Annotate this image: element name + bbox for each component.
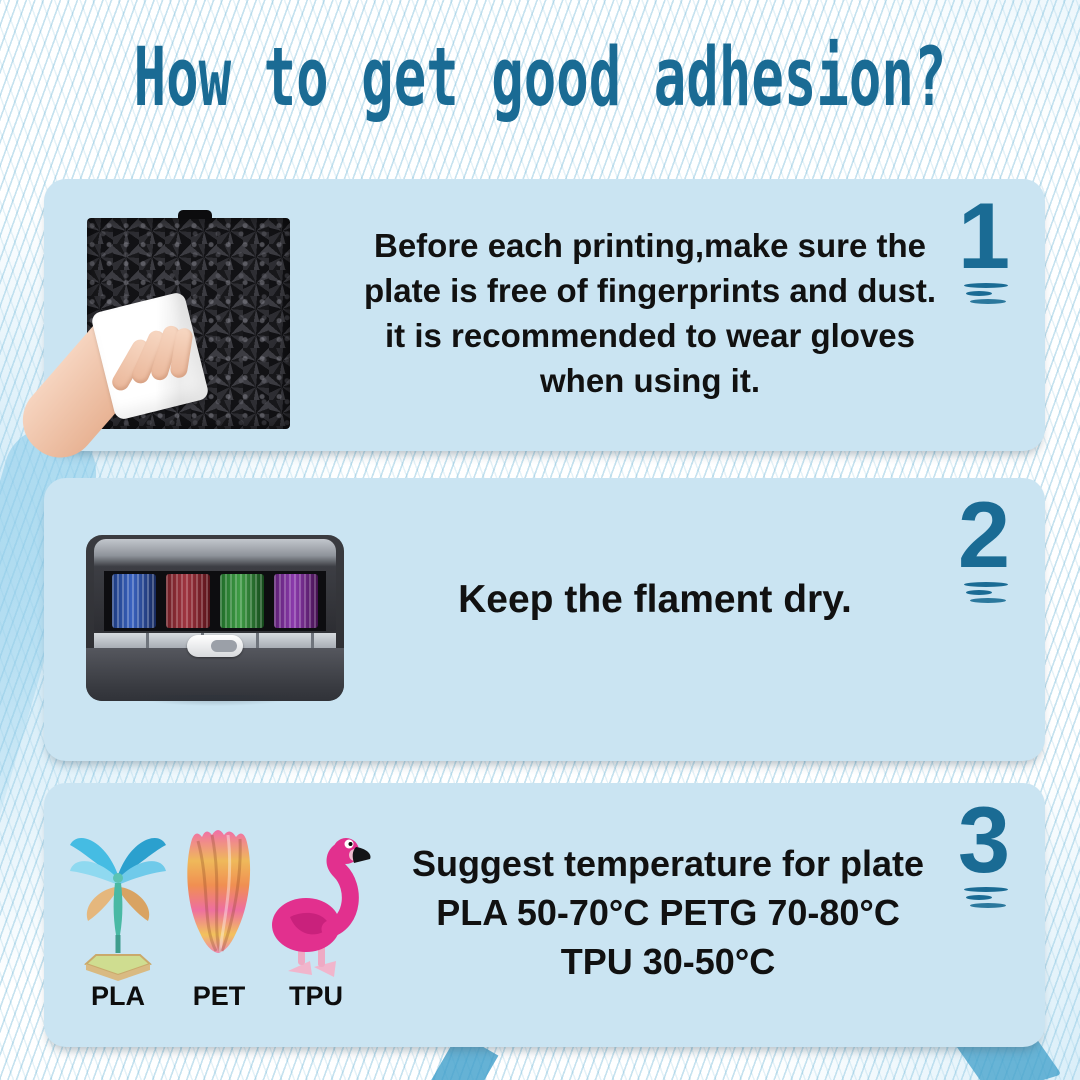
tpu-flamingo-model xyxy=(272,838,371,977)
material-label-tpu: TPU xyxy=(289,981,343,1011)
step-card-3: PLA PET TPU Suggest temperature for plat… xyxy=(44,783,1045,1047)
filament-spool-blue xyxy=(112,574,156,628)
filament-spool-red xyxy=(166,574,210,628)
step-2-text: Keep the flament dry. xyxy=(458,578,852,621)
filament-spool-green xyxy=(220,574,264,628)
step-2-number-badge: 2 xyxy=(939,482,1029,603)
water-ripple-decoration xyxy=(939,283,1029,304)
filament-dryer-image xyxy=(86,535,344,711)
step-number: 3 xyxy=(957,787,1011,892)
build-plate-tab xyxy=(178,210,212,219)
step-3-text: Suggest temperature for plate PLA 50-70°… xyxy=(411,843,925,982)
page-title: How to get good adhesion? xyxy=(133,30,947,125)
pla-fairy-model xyxy=(70,837,166,981)
step-number: 1 xyxy=(957,183,1011,288)
material-label-pet: PET xyxy=(192,981,246,1011)
pet-vase-model xyxy=(187,830,251,953)
step-card-2: Keep the flament dry. 2 xyxy=(44,478,1045,761)
step-3-number-badge: 3 xyxy=(939,787,1029,908)
step-card-1: Before each printing,make sure the plate… xyxy=(8,179,1045,473)
material-label-pla: PLA xyxy=(91,981,145,1011)
filament-spool-purple xyxy=(274,574,318,628)
step-1-number-badge: 1 xyxy=(939,183,1029,304)
step-number: 2 xyxy=(957,482,1011,587)
dryer-window xyxy=(104,571,326,631)
printed-models-image xyxy=(70,830,371,981)
dryer-shadow xyxy=(96,695,334,711)
step-1-text: Before each printing,make sure the plate… xyxy=(363,227,937,399)
dryer-latch-button xyxy=(187,635,243,657)
water-ripple-decoration xyxy=(939,582,1029,603)
water-ripple-decoration xyxy=(939,887,1029,908)
